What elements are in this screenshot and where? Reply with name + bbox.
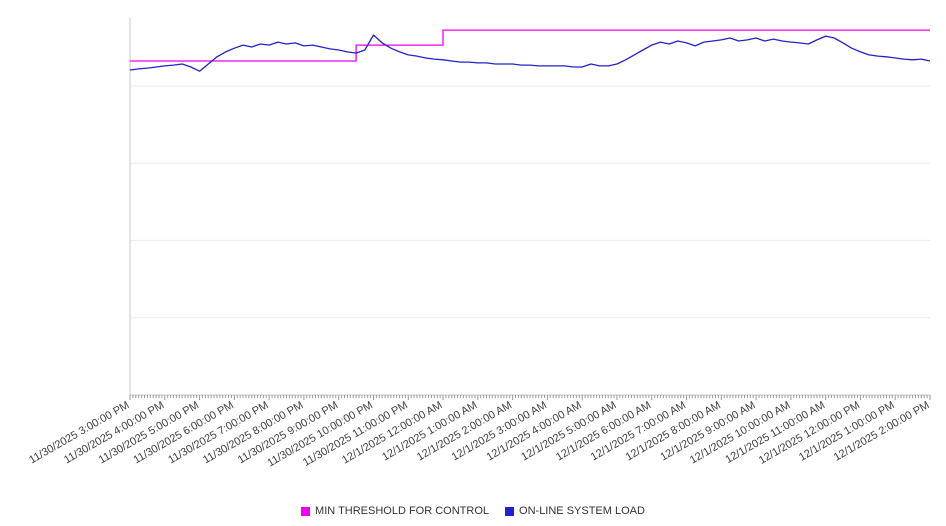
load-swatch-icon [505,506,515,516]
legend: MIN THRESHOLD FOR CONTROL ON-LINE SYSTEM… [0,498,946,524]
min-threshold-line [130,29,930,62]
system-load-line [129,34,931,72]
threshold-swatch-icon [301,506,311,516]
legend-item-system-load[interactable]: ON-LINE SYSTEM LOAD [505,505,645,517]
legend-item-min-threshold[interactable]: MIN THRESHOLD FOR CONTROL [301,505,489,517]
legend-label-min-threshold: MIN THRESHOLD FOR CONTROL [315,505,490,517]
legend-label-system-load: ON-LINE SYSTEM LOAD [519,505,645,517]
